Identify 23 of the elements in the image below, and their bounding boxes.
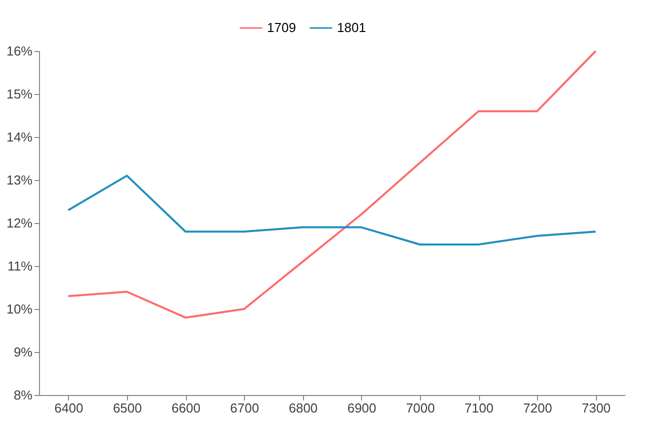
y-tick-label: 16% xyxy=(6,44,33,58)
legend-label: 1801 xyxy=(337,20,366,35)
line-series xyxy=(67,50,597,319)
x-tick-label: 6700 xyxy=(230,400,260,416)
x-tick-label: 6400 xyxy=(54,400,84,416)
x-tick-label: 7200 xyxy=(523,400,552,416)
y-tick-label: 13% xyxy=(6,172,33,188)
x-tick-label: 7000 xyxy=(406,400,435,416)
x-tick-label: 6500 xyxy=(112,400,142,416)
x-tick-label: 6900 xyxy=(347,400,376,416)
y-tick-label: 9% xyxy=(14,344,33,360)
x-tick-label: 6600 xyxy=(172,400,200,416)
x-tick-label: 7100 xyxy=(464,400,494,416)
y-tick-label: 11% xyxy=(7,258,33,274)
y-tick-label: 15% xyxy=(6,86,33,102)
y-tick-label: 8% xyxy=(14,388,33,402)
y-tick-label: 14% xyxy=(6,130,33,144)
x-tick-label: 7300 xyxy=(582,400,611,416)
y-tick-label: 10% xyxy=(6,302,33,316)
x-tick-label: 6800 xyxy=(288,400,318,416)
legend-label: 1709 xyxy=(267,20,296,35)
line-series xyxy=(67,174,597,246)
y-tick-label: 12% xyxy=(6,216,33,230)
